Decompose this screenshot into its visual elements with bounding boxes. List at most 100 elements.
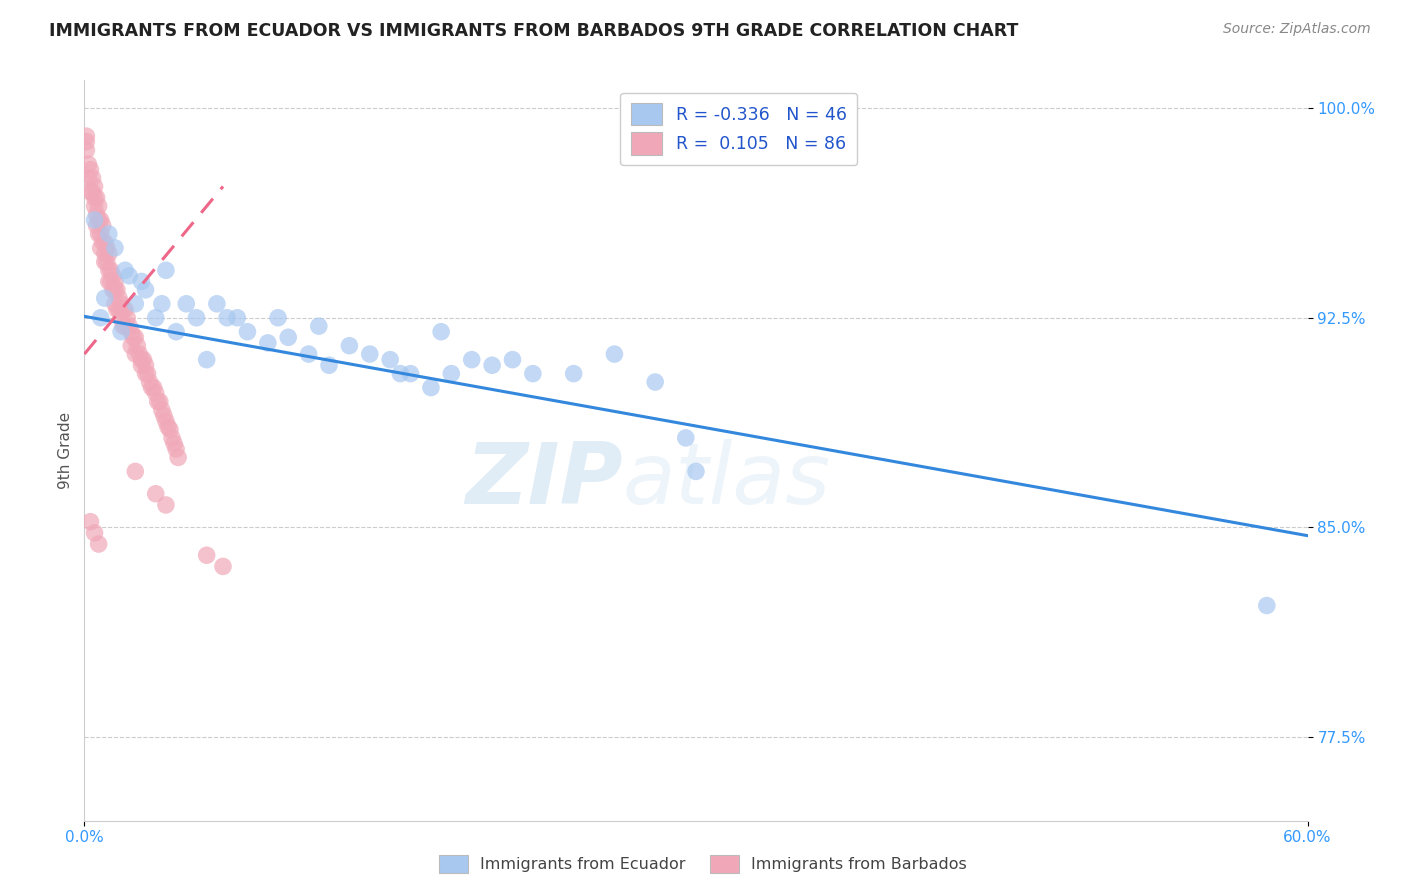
Point <box>105 302 128 317</box>
Point <box>150 297 173 311</box>
Point <box>195 352 218 367</box>
Point <box>685 464 707 478</box>
Point <box>155 263 177 277</box>
Point <box>236 325 259 339</box>
Point <box>97 246 120 260</box>
Text: Source: ZipAtlas.com: Source: ZipAtlas.com <box>1223 22 1371 37</box>
Point <box>100 263 122 277</box>
Point <box>115 310 138 325</box>
Point <box>104 283 127 297</box>
Point <box>267 310 290 325</box>
Point <box>77 157 100 171</box>
Point <box>87 199 110 213</box>
Point <box>132 352 155 367</box>
Point <box>122 330 145 344</box>
Point <box>217 310 239 325</box>
Point <box>110 310 132 325</box>
Point <box>101 268 124 283</box>
Point <box>135 358 157 372</box>
Point <box>83 525 105 540</box>
Y-axis label: 9th Grade: 9th Grade <box>58 412 73 489</box>
Point <box>205 297 228 311</box>
Point <box>90 310 112 325</box>
Point <box>101 283 124 297</box>
Point <box>131 352 153 367</box>
Point <box>75 143 97 157</box>
Point <box>108 291 131 305</box>
Point <box>124 347 146 361</box>
Point <box>522 367 544 381</box>
Point <box>104 241 127 255</box>
Point <box>93 255 115 269</box>
Point <box>562 367 585 381</box>
Point <box>174 297 197 311</box>
Point <box>91 219 114 233</box>
Point <box>120 339 142 353</box>
Point <box>86 191 108 205</box>
Point <box>97 275 120 289</box>
Point <box>461 352 484 367</box>
Point <box>96 255 118 269</box>
Point <box>104 275 127 289</box>
Point <box>75 129 97 144</box>
Point <box>82 185 104 199</box>
Point <box>83 179 105 194</box>
Point <box>145 310 167 325</box>
Point <box>1256 599 1278 613</box>
Point <box>114 302 136 317</box>
Point <box>145 487 167 501</box>
Point <box>186 310 208 325</box>
Point <box>104 297 127 311</box>
Point <box>156 419 179 434</box>
Point <box>118 268 141 283</box>
Point <box>87 537 110 551</box>
Point <box>359 347 381 361</box>
Point <box>105 283 128 297</box>
Point <box>97 227 120 241</box>
Point <box>114 263 136 277</box>
Point <box>136 367 159 381</box>
Point <box>114 319 136 334</box>
Text: IMMIGRANTS FROM ECUADOR VS IMMIGRANTS FROM BARBADOS 9TH GRADE CORRELATION CHART: IMMIGRANTS FROM ECUADOR VS IMMIGRANTS FR… <box>49 22 1018 40</box>
Point <box>195 548 218 562</box>
Point <box>93 235 115 250</box>
Point <box>124 330 146 344</box>
Point <box>155 498 177 512</box>
Point <box>110 325 132 339</box>
Point <box>91 235 114 250</box>
Point <box>87 213 110 227</box>
Text: ZIP: ZIP <box>465 439 623 522</box>
Point <box>163 436 186 450</box>
Point <box>481 358 503 372</box>
Point <box>339 339 361 353</box>
Point <box>79 162 101 177</box>
Point <box>165 325 187 339</box>
Point <box>399 367 422 381</box>
Point <box>118 319 141 334</box>
Point <box>257 335 280 350</box>
Point <box>90 213 112 227</box>
Point <box>141 381 163 395</box>
Point <box>277 330 299 344</box>
Point <box>87 227 110 241</box>
Point <box>110 297 132 311</box>
Point <box>83 213 105 227</box>
Point <box>79 185 101 199</box>
Point <box>389 367 412 381</box>
Point <box>100 275 122 289</box>
Point <box>131 275 153 289</box>
Point <box>153 409 176 423</box>
Point <box>86 207 108 221</box>
Point <box>96 241 118 255</box>
Point <box>86 219 108 233</box>
Point <box>77 171 100 186</box>
Point <box>135 367 157 381</box>
Text: atlas: atlas <box>623 439 831 522</box>
Point <box>93 291 115 305</box>
Point <box>149 394 172 409</box>
Point <box>138 375 160 389</box>
Point <box>82 171 104 186</box>
Point <box>420 381 443 395</box>
Point <box>150 403 173 417</box>
Point <box>108 302 131 317</box>
